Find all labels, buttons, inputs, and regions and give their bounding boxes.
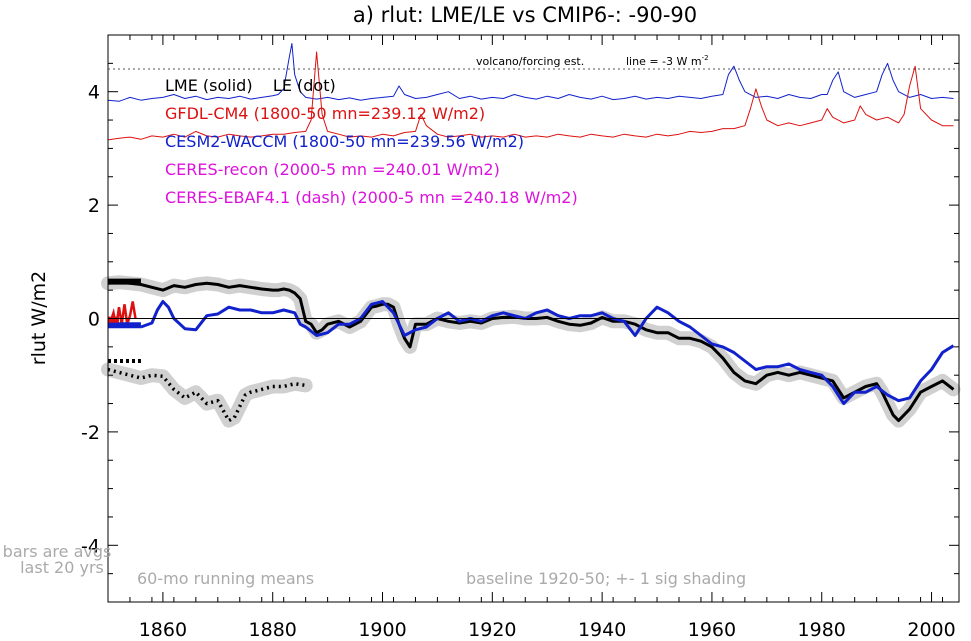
x-tick-label: 1920: [468, 619, 516, 641]
x-tick-label: 1880: [249, 619, 297, 641]
axes-layer: 4 2 0 -2 -4 1860 1880 1900 1920 1940 1960 1980 2000: [81, 34, 959, 641]
y-tick-label: 0: [88, 309, 100, 331]
legend-entry-cesm2: CESM2-WACCM (1800-50 mn=239.56 W/m2): [165, 132, 524, 151]
legend-entry-gfdl: GFDL-CM4 (1800-50 mn=239.12 W/m2): [165, 104, 485, 123]
legend-entry-ceres-ebaf: CERES-EBAF4.1 (dash) (2000-5 mn =240.18 …: [165, 188, 578, 207]
shade-LME_black: [101, 275, 961, 428]
annotation-bars-note-1: bars are avgs: [3, 542, 112, 561]
y-tick-label: 4: [88, 82, 100, 104]
forcing-layer: [107, 43, 954, 141]
legend-header: LME (solid) LE (dot): [165, 76, 336, 95]
annotation-bars-note-2: last 20 yrs: [20, 558, 104, 577]
y-axis-label: rlut W/m2: [28, 271, 50, 365]
series-forcing_red: [107, 51, 954, 141]
annotation-line-label: line = -3 W m-2: [626, 54, 709, 68]
legend: LME (solid) LE (dot) GFDL-CM4 (1800-50 m…: [165, 76, 578, 207]
x-tick-label: 1900: [358, 619, 406, 641]
series-LE_dotted: [107, 367, 306, 423]
annotation-volcano: volcano/forcing est.: [476, 55, 584, 68]
annotation-line-text: line = -3 W m: [626, 55, 702, 68]
chart-title: a) rlut: LME/LE vs CMIP6-: -90-90: [353, 3, 697, 27]
y-tick-label: 2: [88, 195, 100, 217]
x-tick-label: 1980: [798, 619, 846, 641]
annotation-baseline: baseline 1920-50; +- 1 sig shading: [466, 569, 746, 588]
x-tick-label: 1960: [688, 619, 736, 641]
annotation-running-mean: 60-mo running means: [137, 569, 314, 588]
x-tick-label: 2000: [907, 619, 955, 641]
series-CESM2_blue: [140, 300, 955, 406]
bars-layer: [108, 278, 141, 364]
shading-layer: [101, 275, 961, 428]
legend-entry-ceres-recon: CERES-recon (2000-5 mn =240.01 W/m2): [165, 160, 500, 179]
annotations: volcano/forcing est. line = -3 W m-2 bar…: [3, 54, 747, 588]
y-tick-label: -2: [81, 422, 100, 444]
series-forcing_blue: [107, 43, 954, 102]
y-tick-label: -4: [81, 535, 100, 557]
annotation-line-sup: -2: [702, 54, 709, 62]
x-tick-label: 1860: [139, 619, 187, 641]
x-tick-label: 1940: [578, 619, 626, 641]
series-layer: [107, 280, 955, 423]
series-LME_black: [107, 280, 955, 423]
